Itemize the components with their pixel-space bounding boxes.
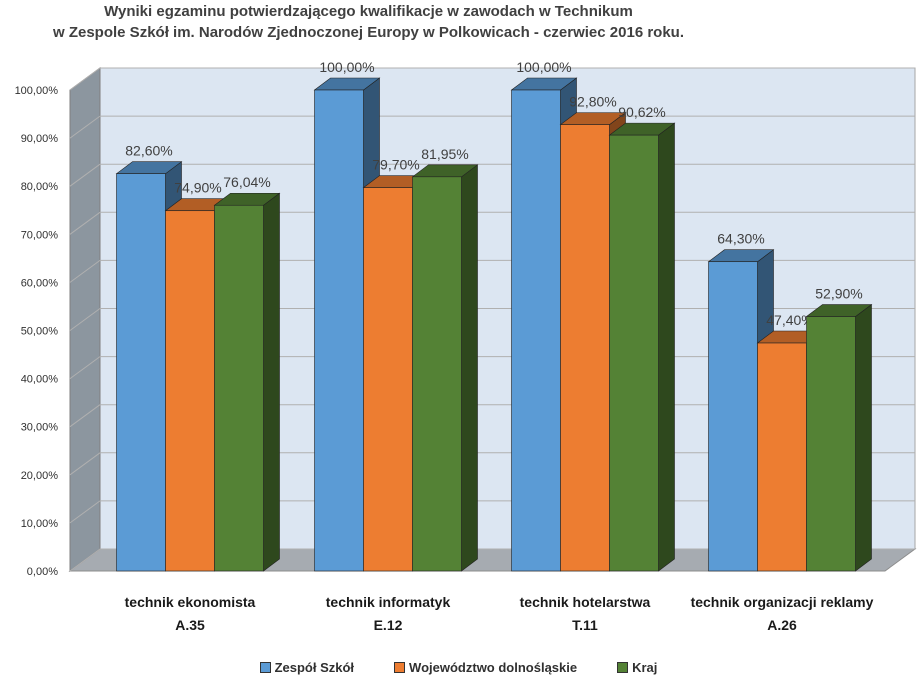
- x-category-code: E.12: [374, 617, 403, 633]
- y-tick-label: 80,00%: [21, 181, 59, 193]
- y-tick-label: 20,00%: [21, 470, 59, 482]
- gridline-side: [69, 356, 101, 380]
- gridline-side: [69, 308, 101, 331]
- legend-label: Kraj: [632, 660, 658, 675]
- y-tick-label: 30,00%: [21, 422, 59, 434]
- bar: [708, 261, 758, 572]
- x-category-code: A.35: [175, 617, 205, 633]
- bar-side: [855, 303, 872, 572]
- gridline-side: [69, 452, 101, 476]
- bar-chart: 0,00% 10,00% 20,00% 30,00% 40,00% 50,00% 60,00…: [15, 59, 917, 633]
- data-label: 47,40%: [766, 312, 813, 328]
- x-category-label: technik informatyk: [326, 594, 451, 610]
- legend: Zespół Szkół Województwo dolnośląskie Kr…: [0, 660, 917, 675]
- bar: [511, 89, 561, 572]
- data-label: 52,90%: [815, 286, 862, 302]
- data-label: 82,60%: [125, 143, 172, 159]
- gridline-side: [69, 259, 101, 283]
- y-tick-label: 70,00%: [21, 229, 59, 241]
- legend-swatch: [617, 662, 629, 673]
- y-tick-label: 50,00%: [21, 326, 59, 338]
- data-label: 100,00%: [516, 59, 571, 75]
- data-label: 76,04%: [223, 174, 270, 190]
- y-tick-label: 0,00%: [27, 566, 58, 578]
- y-tick-label: 10,00%: [21, 518, 59, 530]
- bar: [116, 173, 166, 572]
- legend-label: Zespół Szkół: [274, 660, 355, 675]
- y-tick-label: 100,00%: [15, 85, 59, 97]
- data-label: 92,80%: [569, 94, 616, 110]
- bar-side: [461, 164, 478, 572]
- bar: [214, 204, 264, 572]
- y-tick-label: 60,00%: [21, 277, 59, 289]
- bar: [165, 210, 215, 572]
- bar: [560, 124, 610, 572]
- gridline-side: [69, 115, 101, 139]
- bar: [609, 134, 659, 572]
- bar: [412, 176, 462, 572]
- y-tick-label: 90,00%: [21, 133, 59, 145]
- gridline-side: [69, 67, 101, 91]
- data-label: 81,95%: [421, 146, 468, 162]
- chart-title: Wyniki egzaminu potwierdzającego kwalifi…: [104, 3, 633, 20]
- x-category-code: A.26: [767, 617, 797, 633]
- bar: [757, 342, 807, 572]
- data-label: 64,30%: [717, 231, 764, 247]
- legend-swatch: [394, 662, 406, 673]
- gridline-side: [69, 163, 101, 187]
- data-label: 74,90%: [174, 180, 221, 196]
- y-tick-label: 40,00%: [21, 374, 59, 386]
- x-category-label: technik organizacji reklamy: [691, 594, 874, 610]
- x-category-label: technik hotelarstwa: [520, 594, 651, 610]
- legend-item-kraj: Kraj: [617, 660, 657, 675]
- gridline-side: [69, 548, 101, 572]
- bar: [314, 89, 364, 572]
- gridline-side: [69, 404, 101, 428]
- bar: [363, 187, 413, 572]
- legend-label: Województwo dolnośląskie: [409, 660, 578, 675]
- x-category-label: technik ekonomista: [125, 594, 256, 610]
- legend-swatch: [259, 662, 271, 673]
- data-label: 90,62%: [618, 104, 665, 120]
- gridline-side: [69, 211, 101, 235]
- legend-item-wojewodztwo: Województwo dolnośląskie: [394, 660, 577, 675]
- legend-item-zespol: Zespół Szkół: [259, 660, 355, 675]
- data-label: 100,00%: [319, 59, 374, 75]
- data-label: 79,70%: [372, 157, 419, 173]
- bar: [806, 316, 856, 572]
- bar-side: [658, 122, 675, 572]
- gridline-side: [69, 500, 101, 524]
- chart-subtitle: w Zespole Szkół im. Narodów Zjednoczonej…: [53, 24, 684, 41]
- x-category-code: T.11: [572, 617, 598, 633]
- bar-side: [263, 192, 280, 572]
